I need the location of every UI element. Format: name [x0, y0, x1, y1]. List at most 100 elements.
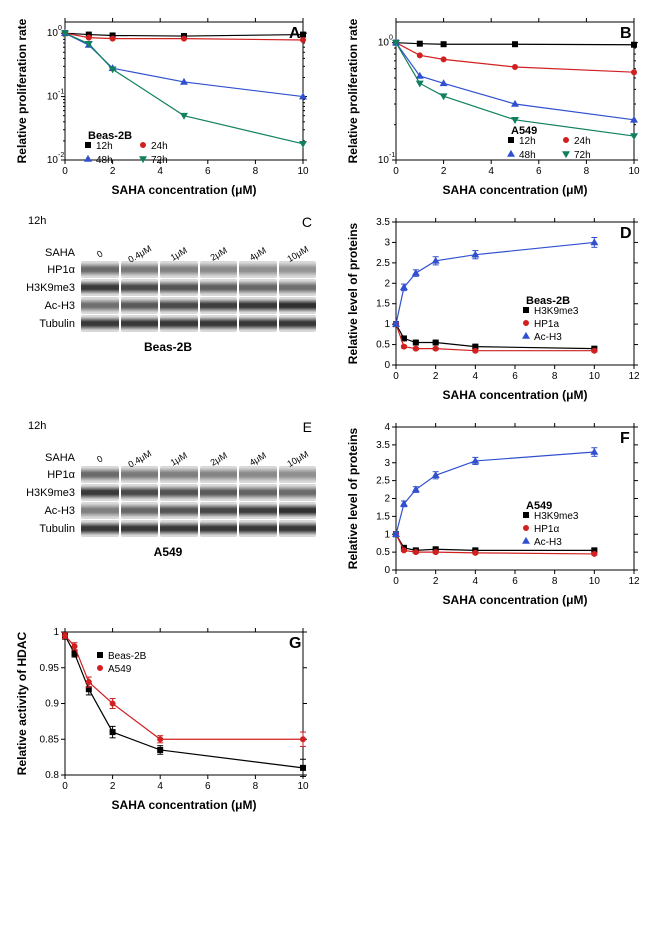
- blot-band: [200, 484, 238, 501]
- svg-text:1: 1: [384, 319, 390, 330]
- svg-text:12: 12: [628, 371, 640, 382]
- blot-conc-row-e: SAHA 00.4μM1μM2μM4μM10μM: [20, 436, 316, 464]
- svg-text:4: 4: [384, 422, 390, 433]
- svg-text:10: 10: [378, 155, 390, 166]
- svg-text:0.95: 0.95: [40, 663, 60, 674]
- blot-band: [121, 484, 159, 501]
- panel-b: 10-11000246810SAHA concentration (μM)Rel…: [341, 10, 647, 200]
- svg-text:6: 6: [512, 371, 518, 382]
- blot-band: [279, 502, 317, 519]
- svg-text:HP1a: HP1a: [534, 319, 559, 330]
- svg-text:H3K9me3: H3K9me3: [534, 511, 579, 522]
- svg-text:1.5: 1.5: [376, 511, 390, 522]
- protein-label: Tubulin: [20, 318, 81, 330]
- svg-text:A549: A549: [108, 664, 132, 675]
- svg-text:10: 10: [589, 371, 601, 382]
- blot-row-ac-h3: Ac-H3: [20, 297, 316, 314]
- blot-band: [200, 315, 238, 332]
- svg-text:72h: 72h: [574, 150, 591, 161]
- svg-text:H3K9me3: H3K9me3: [534, 306, 579, 317]
- protein-label: H3K9me3: [20, 282, 81, 294]
- svg-text:24h: 24h: [574, 136, 591, 147]
- svg-text:0.85: 0.85: [40, 734, 60, 745]
- blot-band: [81, 279, 119, 296]
- svg-text:2: 2: [433, 576, 439, 587]
- svg-text:4: 4: [473, 576, 479, 587]
- svg-text:0: 0: [58, 25, 62, 32]
- panel-label-e: E: [303, 419, 312, 435]
- svg-text:A: A: [289, 25, 301, 42]
- svg-text:F: F: [620, 430, 630, 447]
- svg-text:10: 10: [589, 576, 601, 587]
- blot-band: [81, 484, 119, 501]
- svg-text:G: G: [289, 635, 301, 652]
- svg-text:6: 6: [536, 166, 542, 177]
- blot-row-tubulin: Tubulin: [20, 315, 316, 332]
- svg-text:0.5: 0.5: [376, 340, 390, 351]
- svg-text:6: 6: [205, 781, 211, 792]
- svg-text:-1: -1: [58, 89, 64, 96]
- svg-text:4: 4: [488, 166, 494, 177]
- svg-text:2: 2: [433, 371, 439, 382]
- blot-band: [239, 520, 277, 537]
- svg-text:Relative activity of HDAC: Relative activity of HDAC: [15, 631, 29, 775]
- svg-text:4: 4: [157, 166, 163, 177]
- svg-text:SAHA concentration (μM): SAHA concentration (μM): [112, 183, 257, 197]
- blot-band: [239, 279, 277, 296]
- svg-text:Relative level of proteins: Relative level of proteins: [346, 427, 360, 569]
- blot-band: [81, 520, 119, 537]
- svg-text:2: 2: [384, 278, 390, 289]
- blot-row-ac-h3: Ac-H3: [20, 502, 316, 519]
- svg-text:3.5: 3.5: [376, 217, 390, 228]
- svg-text:6: 6: [205, 166, 211, 177]
- svg-text:3.5: 3.5: [376, 440, 390, 451]
- blot-band: [200, 502, 238, 519]
- svg-text:8: 8: [552, 576, 558, 587]
- svg-text:0: 0: [393, 576, 399, 587]
- blot-band: [81, 502, 119, 519]
- svg-text:Beas-2B: Beas-2B: [108, 651, 147, 662]
- svg-text:2: 2: [384, 494, 390, 505]
- svg-text:10: 10: [47, 28, 59, 39]
- protein-label: Tubulin: [20, 523, 81, 535]
- blot-band: [81, 297, 119, 314]
- svg-text:2.5: 2.5: [376, 476, 390, 487]
- protein-label: HP1α: [20, 264, 81, 276]
- blot-band: [279, 279, 317, 296]
- svg-text:10: 10: [47, 92, 59, 103]
- panel-e: E 12h SAHA 00.4μM1μM2μM4μM10μM HP1αH3K9m…: [10, 415, 326, 610]
- svg-text:2: 2: [110, 781, 116, 792]
- figure-grid: 10-210-11000246810SAHA concentration (μM…: [10, 10, 647, 815]
- svg-text:8: 8: [253, 781, 259, 792]
- protein-label: Ac-H3: [20, 505, 81, 517]
- protein-label: HP1α: [20, 469, 81, 481]
- svg-text:10: 10: [297, 166, 309, 177]
- blot-conc-row-c: SAHA 00.4μM1μM2μM4μM10μM: [20, 231, 316, 259]
- svg-text:2.5: 2.5: [376, 258, 390, 269]
- chart-a-svg: 10-210-11000246810SAHA concentration (μM…: [10, 10, 315, 200]
- blot-band: [160, 502, 198, 519]
- svg-text:0: 0: [62, 781, 68, 792]
- svg-text:12h: 12h: [519, 136, 536, 147]
- panel-g: 0.80.850.90.9510246810SAHA concentration…: [10, 620, 326, 815]
- svg-text:1: 1: [384, 529, 390, 540]
- panel-a: 10-210-11000246810SAHA concentration (μM…: [10, 10, 326, 200]
- blot-row-tubulin: Tubulin: [20, 520, 316, 537]
- blot-band: [81, 315, 119, 332]
- svg-text:48h: 48h: [96, 155, 113, 166]
- svg-text:0: 0: [384, 565, 390, 576]
- svg-text:3: 3: [384, 237, 390, 248]
- blot-band: [121, 315, 159, 332]
- blot-band: [200, 279, 238, 296]
- svg-text:1: 1: [53, 627, 59, 638]
- svg-text:0: 0: [389, 35, 393, 42]
- svg-text:0: 0: [62, 166, 68, 177]
- svg-text:12h: 12h: [96, 141, 113, 152]
- svg-text:3: 3: [384, 458, 390, 469]
- svg-text:0.9: 0.9: [45, 699, 59, 710]
- protein-label: Ac-H3: [20, 300, 81, 312]
- blot-band: [239, 297, 277, 314]
- chart-g-svg: 0.80.850.90.9510246810SAHA concentration…: [10, 620, 315, 815]
- svg-text:24h: 24h: [151, 141, 168, 152]
- svg-text:Ac-H3: Ac-H3: [534, 537, 562, 548]
